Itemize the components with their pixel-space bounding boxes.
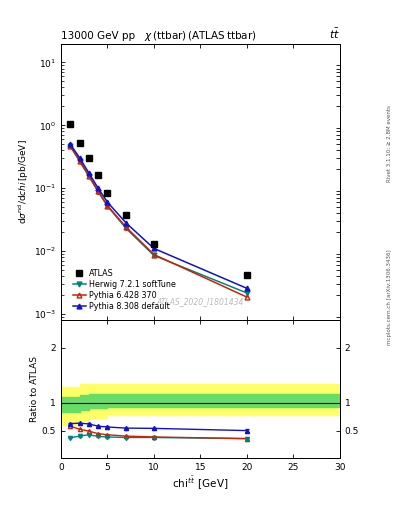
Pythia 6.428 370 bbox=[152, 251, 156, 258]
Pythia 8.308 default bbox=[96, 185, 101, 191]
Y-axis label: $\mathrm{d}\sigma^\mathrm{nd}/\mathrm{d}chi\,[\mathrm{pb/GeV}]$: $\mathrm{d}\sigma^\mathrm{nd}/\mathrm{d}… bbox=[17, 139, 31, 224]
X-axis label: chi$^{t\bar{t}\,}$ [GeV]: chi$^{t\bar{t}\,}$ [GeV] bbox=[172, 475, 229, 492]
Pythia 8.308 default bbox=[86, 170, 91, 176]
ATLAS bbox=[244, 272, 249, 278]
Text: 13000 GeV pp: 13000 GeV pp bbox=[61, 31, 135, 41]
Pythia 8.308 default bbox=[68, 141, 73, 147]
Pythia 8.308 default bbox=[152, 245, 156, 251]
Pythia 6.428 370 bbox=[68, 143, 73, 149]
ATLAS bbox=[77, 140, 82, 146]
ATLAS bbox=[105, 189, 110, 196]
Herwig 7.2.1 softTune bbox=[244, 290, 249, 296]
ATLAS bbox=[96, 172, 101, 178]
Herwig 7.2.1 softTune bbox=[124, 225, 129, 231]
Pythia 6.428 370 bbox=[244, 294, 249, 300]
Text: ATLAS_2020_I1801434: ATLAS_2020_I1801434 bbox=[157, 297, 244, 306]
Pythia 8.308 default bbox=[105, 199, 110, 205]
Herwig 7.2.1 softTune bbox=[77, 158, 82, 164]
Legend: ATLAS, Herwig 7.2.1 softTune, Pythia 6.428 370, Pythia 8.308 default: ATLAS, Herwig 7.2.1 softTune, Pythia 6.4… bbox=[70, 266, 178, 313]
Pythia 6.428 370 bbox=[124, 224, 129, 230]
Pythia 8.308 default bbox=[244, 285, 249, 291]
ATLAS bbox=[68, 121, 73, 127]
ATLAS bbox=[152, 241, 156, 247]
Pythia 8.308 default bbox=[124, 220, 129, 226]
ATLAS bbox=[86, 155, 91, 161]
Pythia 6.428 370 bbox=[105, 202, 110, 208]
Herwig 7.2.1 softTune bbox=[86, 173, 91, 179]
Line: Pythia 6.428 370: Pythia 6.428 370 bbox=[68, 143, 250, 300]
Pythia 6.428 370 bbox=[77, 158, 82, 164]
Pythia 6.428 370 bbox=[86, 173, 91, 179]
Y-axis label: Ratio to ATLAS: Ratio to ATLAS bbox=[30, 356, 39, 422]
ATLAS bbox=[124, 211, 129, 218]
Line: Pythia 8.308 default: Pythia 8.308 default bbox=[68, 142, 250, 291]
Text: mcplots.cern.ch [arXiv:1306.3436]: mcplots.cern.ch [arXiv:1306.3436] bbox=[387, 249, 392, 345]
Text: $t\bar{t}$: $t\bar{t}$ bbox=[329, 27, 340, 41]
Herwig 7.2.1 softTune bbox=[96, 188, 101, 195]
Line: ATLAS: ATLAS bbox=[67, 121, 250, 278]
Herwig 7.2.1 softTune bbox=[105, 203, 110, 209]
Title: $\chi\,\mathrm{(ttbar)}\,\mathrm{(ATLAS\,ttbar)}$: $\chi\,\mathrm{(ttbar)}\,\mathrm{(ATLAS\… bbox=[144, 29, 257, 44]
Pythia 8.308 default bbox=[77, 155, 82, 161]
Line: Herwig 7.2.1 softTune: Herwig 7.2.1 softTune bbox=[68, 143, 250, 295]
Herwig 7.2.1 softTune bbox=[68, 143, 73, 149]
Herwig 7.2.1 softTune bbox=[152, 252, 156, 259]
Pythia 6.428 370 bbox=[96, 188, 101, 194]
Text: Rivet 3.1.10; ≥ 2.8M events: Rivet 3.1.10; ≥ 2.8M events bbox=[387, 105, 392, 182]
